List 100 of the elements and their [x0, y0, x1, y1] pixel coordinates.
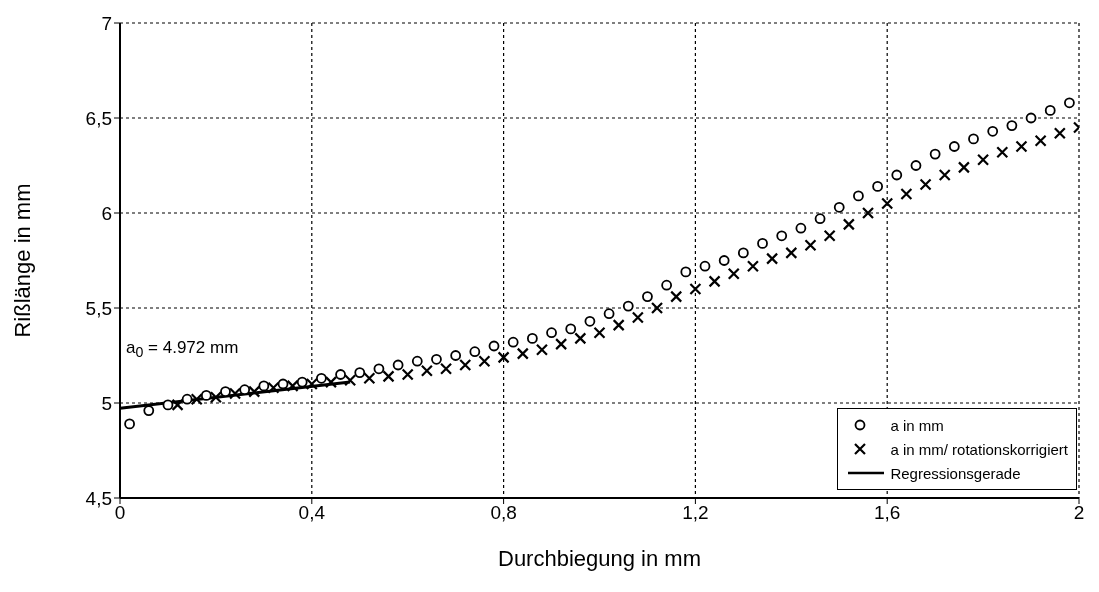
point: [324, 376, 338, 389]
x-tick-label: 0,4: [298, 502, 326, 524]
point: [459, 358, 472, 372]
point: [593, 326, 606, 339]
point: [900, 187, 913, 201]
point: [689, 282, 702, 296]
point: [354, 367, 366, 378]
x-tick-label: 0,8: [490, 502, 517, 524]
point: [296, 376, 308, 388]
x-axis-title: Durchbiegung in mm: [498, 546, 701, 571]
point: [1034, 134, 1047, 147]
point: [584, 315, 596, 327]
point: [814, 213, 826, 225]
point: [757, 238, 768, 249]
point: [766, 252, 779, 265]
point: [1015, 140, 1028, 153]
point: [507, 336, 519, 348]
annotation: a$_{0}$ = 4.972 mm: [126, 338, 239, 361]
y-tick-label: 6: [101, 202, 112, 224]
point: [315, 372, 327, 384]
point: [881, 197, 894, 210]
point: [565, 323, 577, 335]
point: [392, 359, 404, 371]
x-tick-label: 0: [114, 502, 126, 524]
point: [382, 370, 395, 383]
point: [957, 161, 971, 174]
point: [497, 351, 510, 364]
y-tick-label: 5,5: [85, 297, 112, 319]
point: [977, 153, 990, 166]
x-tick-label: 1,6: [873, 502, 901, 524]
point: [555, 338, 568, 351]
point: [833, 201, 845, 213]
point: [776, 230, 788, 242]
point: [987, 125, 999, 137]
point: [200, 390, 212, 401]
point: [680, 266, 692, 278]
y-tick-label: 5: [101, 392, 112, 414]
point: [718, 255, 730, 266]
point: [162, 399, 174, 411]
point: [1006, 120, 1018, 131]
legend-label: a in mm/ rotationskorrigiert: [890, 440, 1068, 458]
point: [411, 355, 423, 367]
point: [267, 381, 280, 394]
point: [670, 290, 683, 303]
y-axis-title: Rißlänge in mm: [9, 183, 35, 338]
x-tick-label: 1,2: [682, 502, 709, 524]
point: [258, 380, 270, 392]
y-tick-label: 6,5: [85, 107, 112, 129]
point: [661, 279, 673, 291]
y-tick-label: 7: [101, 12, 112, 34]
point: [727, 267, 740, 280]
point: [622, 300, 634, 312]
point: [631, 311, 644, 324]
point: [209, 391, 222, 404]
point: [737, 247, 749, 259]
point: [181, 393, 193, 405]
point: [853, 190, 864, 202]
y-tick-label: 4,5: [85, 487, 112, 509]
legend-label: Regressionsgerade: [890, 464, 1021, 482]
point: [277, 378, 289, 390]
point: [190, 393, 203, 406]
point: [143, 405, 155, 416]
point: [746, 260, 760, 273]
point: [1064, 97, 1075, 109]
point: [574, 332, 587, 345]
point: [469, 346, 481, 358]
point: [948, 141, 960, 152]
point: [401, 368, 414, 381]
point: [1053, 127, 1066, 140]
point: [420, 364, 433, 377]
point: [603, 308, 615, 320]
point: [785, 246, 798, 259]
point: [650, 301, 664, 315]
point: [228, 387, 242, 400]
point: [171, 398, 184, 411]
point: [612, 319, 625, 332]
point: [546, 327, 557, 339]
point: [861, 206, 875, 220]
point: [344, 374, 357, 387]
point: [804, 239, 817, 252]
point: [220, 386, 231, 397]
point: [535, 343, 549, 356]
point: [286, 379, 299, 392]
point: [872, 181, 884, 192]
point: [823, 229, 836, 242]
point: [439, 362, 453, 375]
point: [795, 222, 807, 234]
point: [919, 178, 932, 191]
point: [124, 418, 135, 430]
point: [938, 168, 951, 182]
point: [526, 333, 538, 344]
point: [1044, 105, 1056, 116]
point: [929, 148, 941, 160]
point: [305, 377, 318, 391]
point: [488, 340, 500, 352]
point: [450, 350, 462, 361]
point: [516, 347, 529, 360]
point: [335, 369, 346, 380]
point: [478, 355, 491, 368]
point: [373, 363, 385, 375]
